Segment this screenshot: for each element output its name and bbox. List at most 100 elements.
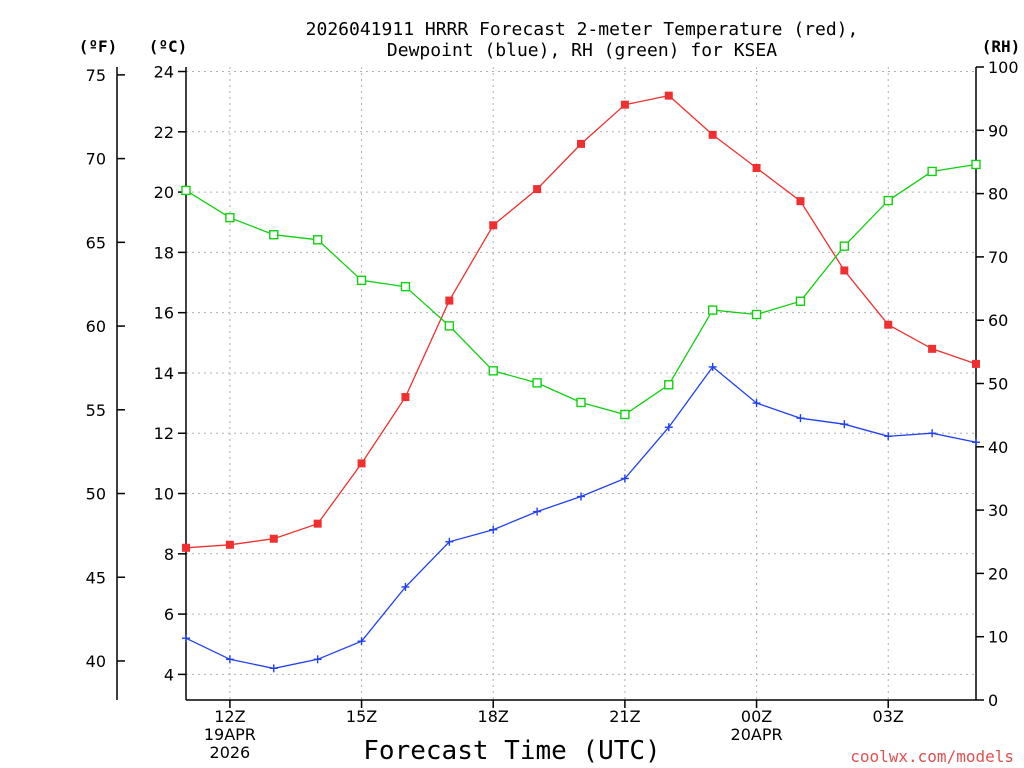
rh-tick-label: 70 — [988, 248, 1008, 267]
dewpoint-point — [225, 655, 234, 664]
dewpoint-point — [577, 492, 585, 501]
dewpoint-point — [182, 634, 190, 643]
celsius-unit-label: (ºC) — [149, 37, 188, 56]
x-tick-label: 19APR — [204, 725, 256, 744]
dewpoint-point — [489, 525, 498, 534]
temperature-point — [577, 139, 585, 148]
rh-point — [181, 185, 191, 196]
rh-tick-label: 100 — [988, 58, 1019, 77]
dewpoint-point — [445, 537, 454, 546]
rh-tick-label: 80 — [988, 185, 1008, 204]
rh-point — [532, 378, 542, 388]
data-series — [181, 91, 981, 673]
axis-labels: 4 6 8 10 12 14 16 18 20 22 24 40 45 50 55 60 65 70 75 0 10 20… — [86, 58, 1019, 762]
dewpoint-point — [972, 438, 980, 447]
fahrenheit-unit-label: (ºF) — [79, 37, 118, 56]
series-dewpoint — [182, 362, 980, 673]
axes — [116, 66, 984, 708]
temperature-line — [185, 94, 977, 549]
rh-tick-label: 0 — [988, 691, 998, 710]
temperature-point — [620, 100, 629, 109]
rh-point — [488, 366, 498, 376]
celsius-tick-label: 22 — [154, 123, 174, 142]
x-tick-label: 2026 — [210, 743, 251, 762]
celsius-tick-label: 16 — [154, 304, 174, 323]
x-tick-label: 15Z — [346, 707, 377, 726]
dewpoint-line — [185, 365, 977, 670]
rh-unit-label: (RH) — [982, 37, 1021, 56]
temperature-point — [313, 519, 322, 528]
dewpoint-point — [620, 474, 629, 483]
rh-point — [312, 235, 323, 245]
dewpoint-point — [664, 423, 673, 432]
celsius-tick-label: 4 — [164, 665, 174, 684]
fahrenheit-tick-label: 45 — [86, 568, 106, 587]
celsius-tick-label: 6 — [164, 605, 174, 624]
fahrenheit-tick-label: 75 — [86, 66, 106, 85]
grid-lines — [186, 67, 976, 700]
rh-tick-label: 60 — [988, 311, 1008, 330]
temperature-point — [664, 91, 673, 100]
fahrenheit-tick-label: 40 — [86, 652, 106, 671]
fahrenheit-tick-label: 65 — [86, 233, 106, 252]
temperature-point — [884, 320, 893, 329]
celsius-tick-label: 20 — [154, 183, 174, 202]
rh-tick-label: 20 — [988, 564, 1008, 583]
rh-point — [707, 305, 718, 315]
x-tick-label: 00Z — [741, 707, 772, 726]
rh-tick-label: 40 — [988, 438, 1008, 457]
temperature-point — [489, 221, 498, 230]
rh-point — [269, 230, 279, 240]
rh-point — [576, 397, 586, 408]
fahrenheit-tick-label: 55 — [86, 401, 106, 420]
rh-point — [444, 321, 455, 331]
celsius-tick-label: 24 — [154, 63, 174, 82]
rh-tick-label: 30 — [988, 501, 1008, 520]
celsius-tick-label: 14 — [154, 364, 174, 383]
series-temperature — [182, 91, 980, 552]
dewpoint-point — [752, 399, 761, 408]
rh-point — [400, 281, 411, 292]
rh-point — [795, 296, 806, 306]
celsius-tick-label: 12 — [154, 424, 174, 443]
rh-point — [620, 409, 630, 420]
rh-point — [971, 159, 981, 170]
dewpoint-point — [269, 664, 278, 673]
temperature-point — [182, 543, 190, 552]
dewpoint-point — [884, 432, 893, 441]
temperature-point — [708, 130, 717, 139]
rh-point — [664, 380, 674, 390]
temperature-point — [752, 163, 761, 172]
rh-point — [356, 275, 367, 286]
temperature-point — [401, 393, 410, 402]
temperature-point — [269, 534, 278, 543]
dewpoint-point — [708, 362, 717, 371]
x-tick-label: 20APR — [731, 725, 783, 744]
temperature-point — [972, 359, 980, 368]
source-credit: coolwx.com/models — [850, 747, 1014, 766]
fahrenheit-tick-label: 70 — [86, 150, 106, 169]
rh-point — [751, 309, 762, 320]
temperature-point — [225, 540, 234, 549]
rh-tick-label: 90 — [988, 121, 1008, 140]
temperature-point — [796, 197, 805, 206]
x-tick-label: 03Z — [873, 707, 904, 726]
dewpoint-point — [401, 582, 410, 591]
dewpoint-point — [357, 637, 366, 646]
rh-point — [883, 195, 893, 206]
dewpoint-point — [840, 420, 849, 429]
temperature-point — [357, 459, 366, 468]
series-rh — [181, 159, 981, 420]
dewpoint-point — [313, 655, 322, 664]
celsius-tick-label: 18 — [154, 243, 174, 262]
rh-point — [839, 241, 850, 251]
x-tick-label: 21Z — [609, 707, 640, 726]
celsius-tick-label: 8 — [164, 545, 174, 564]
x-tick-label: 18Z — [478, 707, 509, 726]
rh-tick-label: 10 — [988, 628, 1008, 647]
chart-title-line-1: 2026041911 HRRR Forecast 2-meter Tempera… — [306, 19, 859, 40]
rh-point — [927, 166, 937, 177]
dewpoint-point — [928, 429, 937, 438]
dewpoint-point — [796, 414, 805, 423]
